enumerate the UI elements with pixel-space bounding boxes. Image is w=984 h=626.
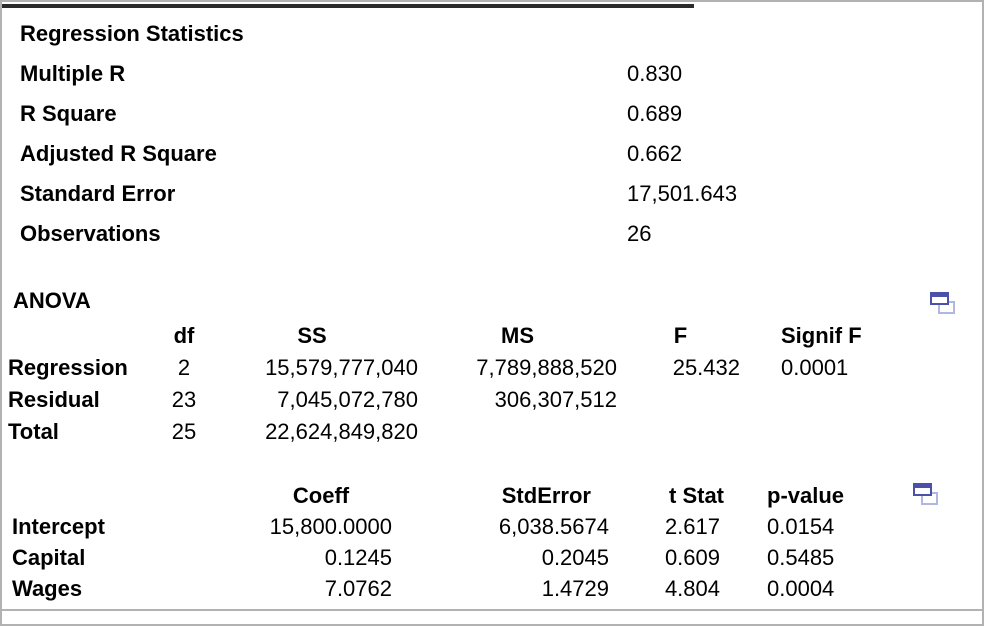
coef-cell-std-error: 6,038.5674: [498, 514, 609, 539]
coef-cell-coeff: 0.1245: [324, 545, 392, 570]
regression-statistics-title: Regression Statistics: [20, 21, 244, 46]
anova-cell-ss: 22,624,849,820: [265, 419, 418, 444]
regression-statistics-section: Regression Statistics Multiple R 0.830 R…: [20, 14, 968, 254]
coef-header-std-error: StdError: [501, 483, 591, 508]
stat-value: 0.662: [627, 141, 683, 166]
anova-header-signif-f: Signif F: [781, 323, 862, 348]
stat-row-observations: Observations 26: [20, 214, 968, 254]
stat-value: 17,501.643: [627, 181, 738, 206]
anova-title: ANOVA: [13, 288, 91, 313]
coef-cell-t-stat: 4.804: [664, 576, 720, 601]
overlapping-windows-icon[interactable]: [913, 483, 940, 508]
stat-value: 0.830: [627, 61, 683, 86]
front-window-shape: [913, 483, 932, 496]
anova-cell-ms: 7,789,888,520: [476, 355, 617, 380]
coef-row-label: Intercept: [12, 514, 105, 539]
coef-header-p-value: p-value: [767, 483, 845, 508]
anova-cell-df: 2: [177, 355, 191, 380]
coef-cell-p-value: 0.5485: [767, 545, 835, 570]
anova-cell-ss: 7,045,072,780: [277, 387, 418, 412]
anova-row-label: Total: [8, 419, 59, 444]
coef-row-label: Wages: [12, 576, 83, 601]
stat-label: Standard Error: [20, 181, 176, 206]
stat-row-adjusted-r-square: Adjusted R Square 0.662: [20, 134, 968, 174]
coef-header-t-stat: t Stat: [669, 483, 724, 508]
anova-cell-ss: 15,579,777,040: [265, 355, 418, 380]
anova-header-spacer: [8, 320, 162, 352]
coef-cell-std-error: 0.2045: [541, 545, 609, 570]
overlapping-windows-icon[interactable]: [930, 292, 957, 317]
anova-cell-df: 25: [171, 419, 197, 444]
coef-cell-t-stat: 0.609: [664, 545, 720, 570]
anova-header-df: df: [173, 323, 195, 348]
stat-value: 0.689: [627, 101, 683, 126]
stat-label: R Square: [20, 101, 117, 126]
coef-cell-p-value: 0.0004: [767, 576, 835, 601]
anova-header-ms: MS: [501, 323, 534, 348]
stat-label: Multiple R: [20, 61, 126, 86]
anova-row-label: Residual: [8, 387, 100, 412]
coefficients-table: Coeff StdError t Stat p-value Intercept …: [12, 480, 884, 604]
top-rule: [2, 4, 694, 8]
coef-row-label: Capital: [12, 545, 86, 570]
stat-row-standard-error: Standard Error 17,501.643: [20, 174, 968, 214]
anova-cell-ms: [418, 416, 617, 448]
anova-cell-f: [617, 384, 744, 416]
anova-header-f: F: [673, 323, 688, 348]
bottom-separator-rule: [2, 609, 982, 611]
coef-header-coeff: Coeff: [292, 483, 350, 508]
anova-table: df SS MS F Signif F Regression 2 15,579,…: [8, 320, 944, 448]
anova-cell-ms: 306,307,512: [494, 387, 617, 412]
coef-header-spacer: [12, 480, 250, 511]
coef-cell-coeff: 7.0762: [324, 576, 392, 601]
coef-cell-std-error: 1.4729: [541, 576, 609, 601]
coef-cell-coeff: 15,800.0000: [269, 514, 392, 539]
anova-cell-df: 23: [171, 387, 197, 412]
front-window-shape: [930, 292, 949, 305]
anova-cell-f: 25.432: [672, 355, 740, 380]
stat-label: Adjusted R Square: [20, 141, 217, 166]
coef-cell-p-value: 0.0154: [767, 514, 835, 539]
stat-value: 26: [627, 221, 652, 246]
coef-cell-t-stat: 2.617: [664, 514, 720, 539]
anova-cell-f: [617, 416, 744, 448]
anova-row-label: Regression: [8, 355, 128, 380]
stat-row-r-square: R Square 0.689: [20, 94, 968, 134]
stat-label: Observations: [20, 221, 161, 246]
anova-cell-signif-f: [744, 384, 944, 416]
stat-row-multiple-r: Multiple R 0.830: [20, 54, 968, 94]
anova-cell-signif-f: 0.0001: [781, 355, 849, 380]
anova-cell-signif-f: [744, 416, 944, 448]
anova-header-ss: SS: [297, 323, 327, 348]
